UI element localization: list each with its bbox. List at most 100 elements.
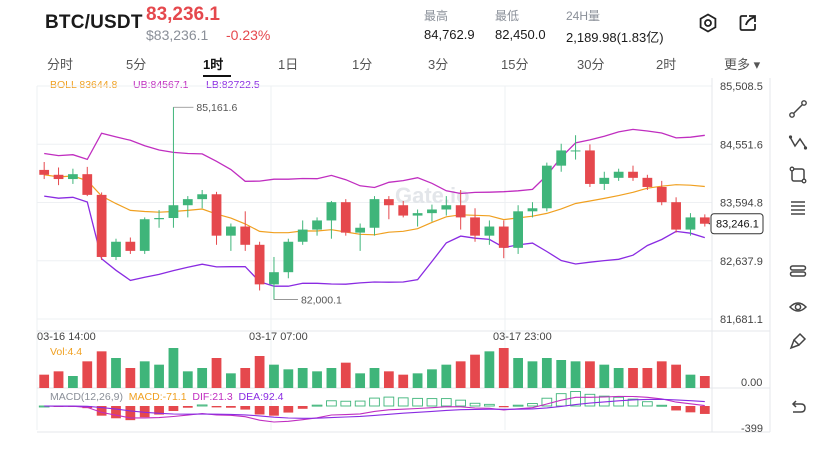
- volume-bar: [197, 368, 208, 388]
- brush-icon[interactable]: [785, 328, 811, 354]
- settings-icon[interactable]: [697, 12, 719, 34]
- macd-bar: [455, 399, 467, 407]
- volume-label: Vol:4.4: [50, 346, 83, 358]
- candle: [312, 217, 322, 236]
- eye-icon[interactable]: [785, 294, 811, 320]
- candle: [297, 220, 308, 245]
- volume-bar: [599, 364, 610, 388]
- macd-panel: [38, 391, 710, 423]
- volume-bar: [383, 371, 394, 388]
- macd-bar: [311, 404, 323, 407]
- volume-bar: [226, 373, 236, 388]
- volume-bar: [498, 348, 509, 388]
- candle: [39, 162, 50, 180]
- volume-bar: [398, 374, 409, 388]
- volume-bar: [168, 348, 179, 388]
- zigzag-icon[interactable]: [785, 129, 811, 155]
- candle: [111, 238, 121, 261]
- volume-bar: [326, 368, 337, 388]
- current-price-tag: 83,246.1: [716, 219, 759, 231]
- candle: [168, 107, 179, 228]
- interval-tab-selected[interactable]: 1时: [203, 57, 224, 72]
- volume-bar: [685, 374, 696, 388]
- price-axis-label: 82,637.9: [720, 256, 763, 268]
- interval-tab[interactable]: 3分: [428, 57, 449, 72]
- volume-bar: [340, 362, 351, 388]
- candle: [455, 190, 466, 230]
- macd-bar: [527, 403, 538, 407]
- candle-body: [671, 202, 681, 230]
- candle: [498, 220, 509, 259]
- candle-body: [297, 229, 308, 242]
- volume-bar: [369, 368, 380, 388]
- candle: [355, 223, 366, 251]
- macd-bar: [211, 406, 222, 408]
- candle-body: [154, 218, 164, 220]
- shape-icon[interactable]: [785, 162, 811, 188]
- interval-tab[interactable]: 1日: [278, 57, 299, 72]
- candle: [628, 165, 638, 181]
- boll-upper-label: UB:84567.1: [133, 79, 189, 91]
- candle-body: [398, 205, 409, 216]
- candle: [671, 197, 681, 233]
- watermark: Gate.io: [395, 183, 470, 208]
- candle: [369, 196, 380, 236]
- macd-bar: [656, 404, 668, 407]
- link-icon[interactable]: [785, 258, 811, 284]
- candle: [441, 196, 452, 216]
- macd-params: MACD(12,26,9): [50, 391, 123, 403]
- macd-bar: [340, 400, 352, 407]
- boll-label: BOLL 83644.8: [50, 79, 118, 91]
- macd-bar: [369, 397, 380, 407]
- candle-body: [498, 226, 509, 248]
- time-axis-label: 03-16 14:00: [37, 331, 96, 343]
- candle: [269, 256, 279, 300]
- macd-bar: [96, 406, 107, 416]
- macd-bar: [685, 406, 696, 413]
- volume-bar: [355, 373, 366, 388]
- interval-tab[interactable]: 30分: [577, 57, 605, 72]
- more-intervals-dropdown[interactable]: 更多 ▾: [724, 57, 761, 72]
- interval-tab[interactable]: 15分: [501, 57, 529, 72]
- fib-icon[interactable]: [785, 195, 811, 221]
- volume-bar: [513, 358, 523, 388]
- candle-body: [125, 241, 136, 251]
- candle: [96, 192, 107, 261]
- candle-body: [283, 241, 294, 273]
- candle: [556, 143, 567, 172]
- volume-bar: [68, 376, 78, 388]
- macd-bar: [226, 406, 236, 408]
- macd-bar: [240, 406, 251, 410]
- interval-tab[interactable]: 5分: [126, 57, 147, 72]
- candle-body: [182, 199, 193, 206]
- candle: [699, 214, 710, 227]
- low-annotation: 82,000.1: [301, 295, 342, 307]
- candle-body: [369, 199, 380, 228]
- price-axis: 85,508.5 84,551.6 83,594.8 82,637.9 81,681.1…: [37, 81, 763, 435]
- candle-body: [599, 177, 610, 184]
- candle: [68, 168, 78, 184]
- pair-name[interactable]: BTC/USDT: [45, 12, 143, 33]
- candle: [283, 238, 294, 279]
- volume-bar: [111, 358, 121, 388]
- macd-value: MACD:-71.1: [128, 391, 187, 403]
- macd-bar: [512, 404, 524, 407]
- candle-body: [427, 209, 437, 214]
- candle: [53, 167, 64, 186]
- macd-bar: [484, 403, 495, 407]
- candle-body: [240, 226, 251, 245]
- share-icon[interactable]: [737, 12, 759, 34]
- interval-tab[interactable]: 2时: [656, 57, 677, 72]
- dea-value: DEA:92.4: [238, 391, 284, 403]
- volume-bar: [470, 354, 480, 388]
- undo-icon[interactable]: [785, 394, 811, 420]
- interval-tab[interactable]: 分时: [47, 57, 74, 72]
- trendline-icon[interactable]: [785, 96, 811, 122]
- macd-label: MACD(12,26,9) MACD:-71.1 DIF:21.3 DEA:92…: [50, 391, 283, 403]
- candle-body: [68, 174, 78, 180]
- volume-bar: [455, 361, 466, 388]
- interval-tab[interactable]: 1分: [352, 57, 373, 72]
- candle-body: [699, 217, 710, 224]
- candle: [182, 196, 193, 218]
